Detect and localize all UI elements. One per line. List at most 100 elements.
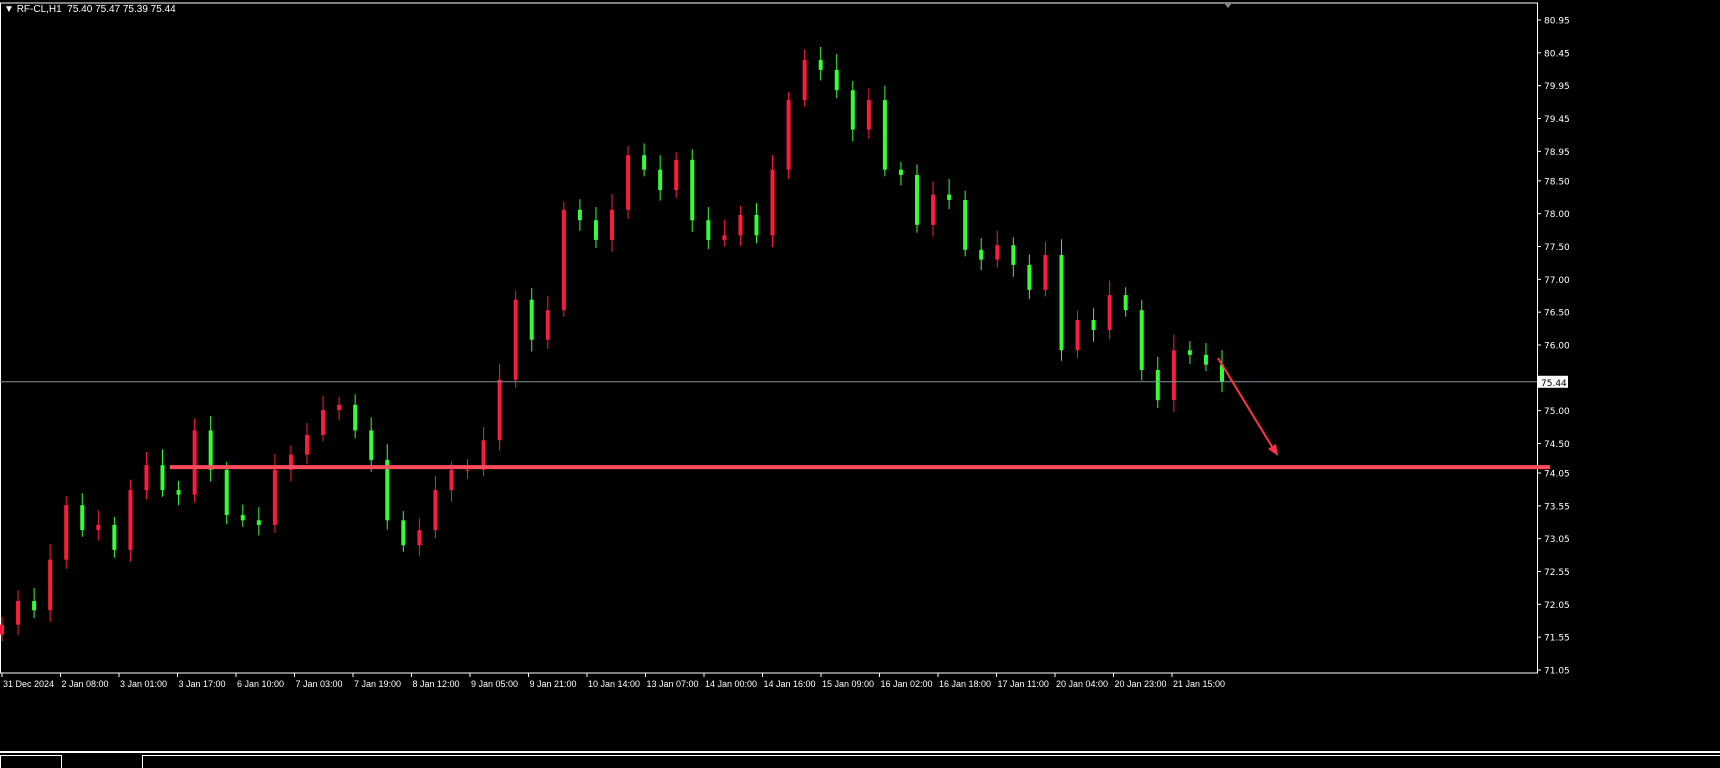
x-tick-label: 20 Jan 04:00 bbox=[1056, 679, 1108, 689]
arrow-head-icon bbox=[1268, 444, 1278, 456]
y-tick-label: 74.05 bbox=[1544, 470, 1570, 480]
candle-body bbox=[160, 465, 165, 491]
candle-body bbox=[497, 379, 502, 441]
candle-body bbox=[882, 100, 887, 170]
candle-body bbox=[288, 454, 293, 470]
candle-body bbox=[1155, 369, 1160, 401]
candle-body bbox=[481, 440, 486, 470]
y-tick-label: 75.00 bbox=[1544, 407, 1570, 417]
y-tick-label: 76.00 bbox=[1544, 342, 1570, 352]
candle-body bbox=[144, 465, 149, 491]
current-price-badge bbox=[1538, 375, 1568, 388]
candle-body bbox=[802, 60, 807, 101]
candle-body bbox=[738, 215, 743, 236]
trend-arrow bbox=[1217, 357, 1275, 451]
y-tick-label: 80.95 bbox=[1544, 17, 1570, 27]
x-tick-label: 15 Jan 09:00 bbox=[822, 679, 874, 689]
candle-body bbox=[1027, 264, 1032, 290]
x-tick-label: 6 Jan 10:00 bbox=[237, 679, 284, 689]
candle-body bbox=[417, 530, 422, 546]
candle-body bbox=[1139, 310, 1144, 370]
candle-body bbox=[337, 404, 342, 410]
candle-body bbox=[915, 174, 919, 225]
x-tick-label: 14 Jan 00:00 bbox=[705, 679, 757, 689]
candle-body bbox=[1075, 320, 1080, 351]
x-tick-label: 9 Jan 21:00 bbox=[530, 679, 577, 689]
y-tick-label: 74.50 bbox=[1544, 440, 1570, 450]
candle-body bbox=[947, 194, 952, 200]
candle-body bbox=[369, 430, 374, 460]
chart-tab[interactable] bbox=[142, 755, 1720, 768]
plot-frame bbox=[0, 2, 1538, 674]
candle-body bbox=[1107, 295, 1112, 330]
y-tick-label: 72.05 bbox=[1544, 601, 1570, 611]
candle-body bbox=[96, 524, 101, 531]
chart-header: ▼ RF-CL,H1 75.40 75.47 75.39 75.44 bbox=[4, 4, 176, 15]
y-tick-label: 76.50 bbox=[1544, 309, 1570, 319]
candle-body bbox=[850, 90, 855, 130]
y-tick-label: 78.50 bbox=[1544, 177, 1570, 187]
x-tick-label: 10 Jan 14:00 bbox=[588, 679, 640, 689]
candle-body bbox=[401, 520, 406, 546]
candle-body bbox=[770, 169, 775, 236]
candle-body bbox=[577, 209, 582, 221]
x-tick-label: 14 Jan 16:00 bbox=[764, 679, 816, 689]
y-tick-label: 72.55 bbox=[1544, 568, 1570, 578]
y-tick-label: 79.45 bbox=[1544, 115, 1570, 125]
candle-body bbox=[866, 100, 871, 130]
candle-body bbox=[353, 404, 358, 431]
x-tick-label: 21 Jan 15:00 bbox=[1173, 679, 1225, 689]
x-tick-label: 2 Jan 08:00 bbox=[62, 679, 109, 689]
x-tick-label: 3 Jan 01:00 bbox=[120, 679, 167, 689]
candle-body bbox=[272, 469, 277, 525]
y-tick-label: 71.55 bbox=[1544, 634, 1570, 644]
ohlc-readout: 75.40 75.47 75.39 75.44 bbox=[67, 4, 176, 15]
candle-body bbox=[465, 469, 470, 471]
price-chart[interactable]: 80.95 80.45 79.95 79.45 78.95 78.50 78.00 77.50… bbox=[0, 0, 1720, 751]
candle-body bbox=[626, 155, 631, 210]
candle-body bbox=[818, 60, 823, 70]
x-tick-label: 17 Jan 11:00 bbox=[998, 679, 1049, 689]
x-tick-label: 16 Jan 02:00 bbox=[881, 679, 933, 689]
candle-body bbox=[545, 310, 550, 340]
candle-body bbox=[658, 169, 663, 191]
candle-body bbox=[529, 299, 534, 340]
candle-body bbox=[610, 209, 614, 240]
candle-body bbox=[995, 245, 1000, 260]
x-tick-label: 7 Jan 19:00 bbox=[354, 679, 401, 689]
candle-body bbox=[176, 490, 181, 495]
y-tick-label: 78.00 bbox=[1544, 210, 1570, 220]
x-tick-label: 16 Jan 18:00 bbox=[939, 679, 991, 689]
candle-body bbox=[754, 215, 759, 236]
x-tick-label: 8 Jan 12:00 bbox=[413, 679, 460, 689]
candle-body bbox=[305, 434, 309, 455]
collapse-triangle-icon[interactable]: ▼ bbox=[4, 4, 14, 15]
y-tick-label: 73.55 bbox=[1544, 502, 1570, 512]
y-tick-label: 73.05 bbox=[1544, 535, 1570, 545]
candles bbox=[0, 46, 1224, 642]
candle-body bbox=[1187, 350, 1192, 355]
y-tick-label: 78.95 bbox=[1544, 148, 1570, 158]
candle-body bbox=[64, 505, 69, 560]
candle-body bbox=[1011, 245, 1016, 265]
y-tick-label: 77.00 bbox=[1544, 276, 1570, 286]
y-tick-label: 79.95 bbox=[1544, 82, 1570, 92]
chart-tab[interactable] bbox=[0, 755, 62, 768]
candle-body bbox=[1220, 364, 1224, 382]
candle-body bbox=[1123, 295, 1128, 311]
candle-body bbox=[385, 459, 390, 521]
candle-body bbox=[1059, 255, 1064, 351]
x-tick-label: 31 Dec 2024 bbox=[3, 679, 54, 689]
y-tick-label: 77.50 bbox=[1544, 243, 1570, 253]
candle-body bbox=[1171, 350, 1176, 401]
scroll-marker-icon bbox=[1224, 3, 1232, 8]
candle-body bbox=[963, 199, 968, 250]
current-price-label: 75.44 bbox=[1541, 379, 1567, 389]
candle-body bbox=[128, 490, 133, 550]
candle-body bbox=[690, 159, 695, 221]
candle-body bbox=[642, 155, 647, 170]
candle-body bbox=[786, 100, 791, 170]
candle-body bbox=[240, 515, 245, 521]
candle-body bbox=[706, 220, 711, 240]
candle-body bbox=[931, 194, 936, 225]
